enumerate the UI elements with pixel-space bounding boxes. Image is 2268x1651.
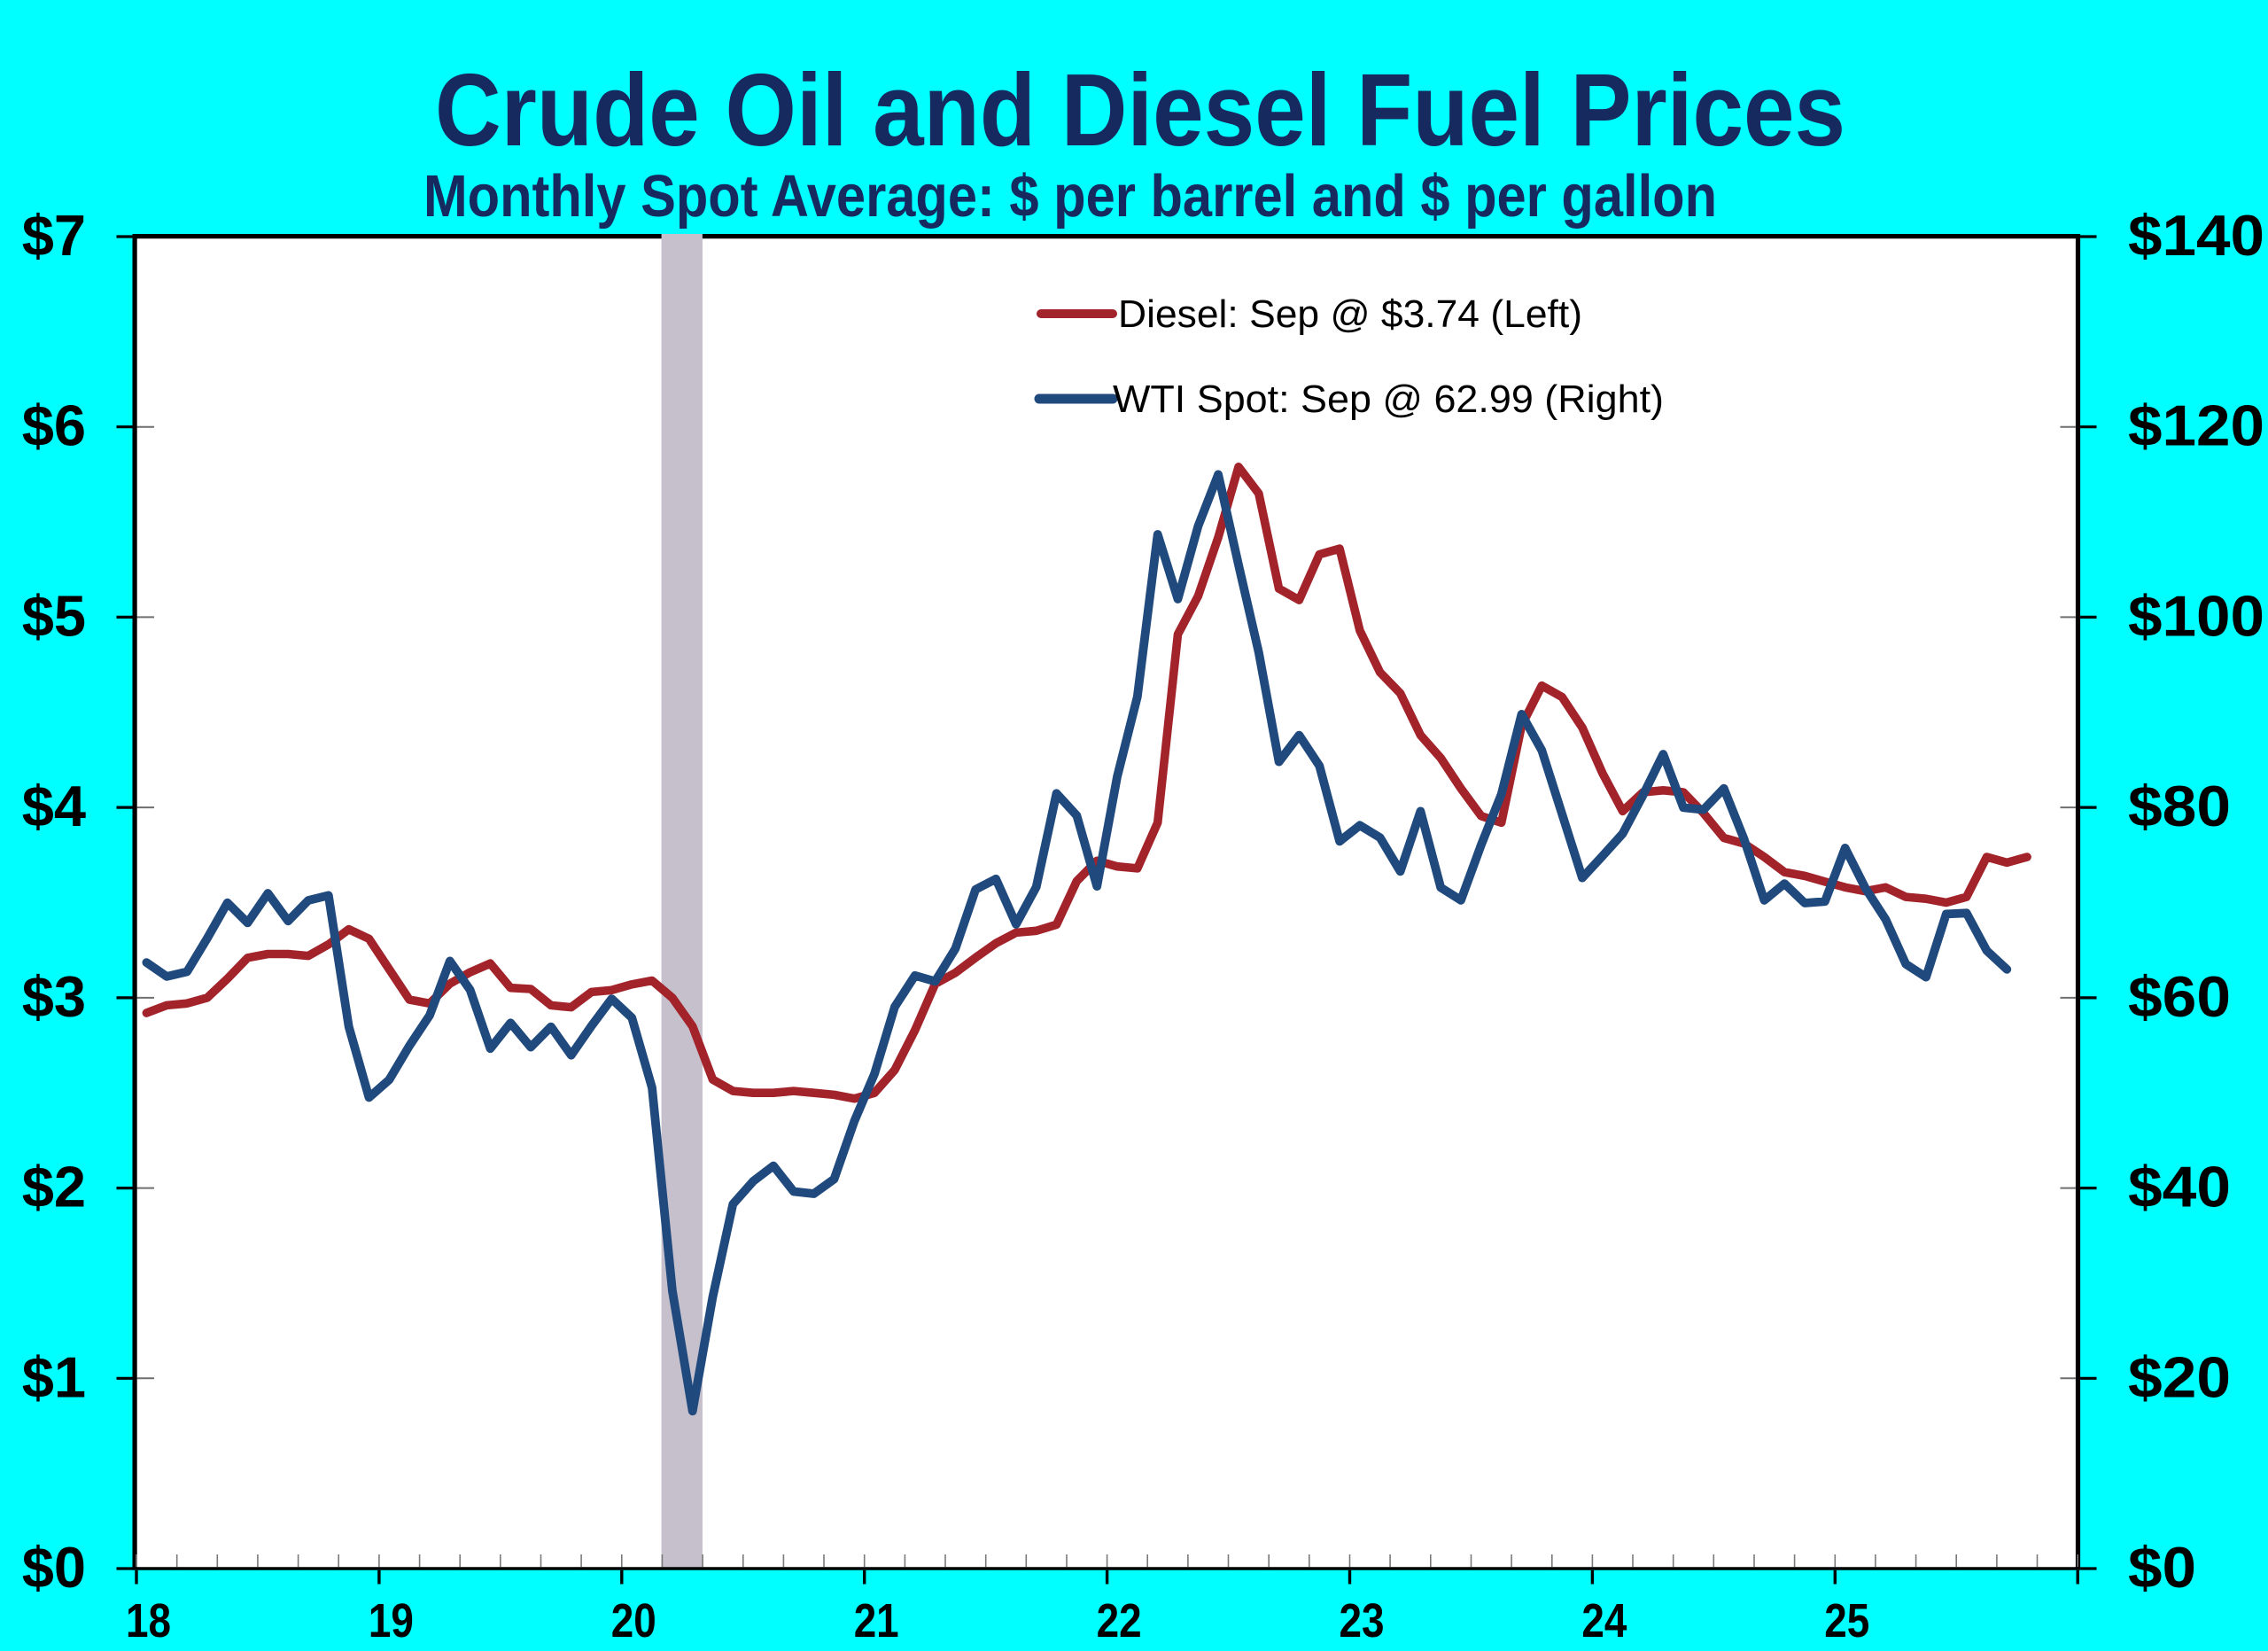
- svg-text:$0: $0: [22, 1535, 86, 1600]
- svg-text:$100: $100: [2128, 583, 2264, 648]
- svg-text:$4: $4: [22, 774, 86, 838]
- svg-text:$140: $140: [2128, 203, 2264, 268]
- svg-text:Crude Oil and Diesel Fuel Pric: Crude Oil and Diesel Fuel Prices: [435, 52, 1845, 167]
- svg-text:$0: $0: [2128, 1535, 2196, 1600]
- svg-text:$60: $60: [2128, 964, 2231, 1029]
- svg-text:Diesel: Sep @ $3.74 (Left): Diesel: Sep @ $3.74 (Left): [1118, 292, 1582, 336]
- svg-text:$80: $80: [2128, 774, 2231, 838]
- svg-text:$2: $2: [22, 1155, 86, 1219]
- svg-text:23: 23: [1340, 1594, 1385, 1647]
- svg-text:WTI Spot: Sep @ 62.99 (Right): WTI Spot: Sep @ 62.99 (Right): [1113, 378, 1664, 421]
- svg-text:$40: $40: [2128, 1155, 2231, 1219]
- svg-text:18: 18: [126, 1594, 171, 1647]
- svg-text:21: 21: [854, 1594, 899, 1647]
- svg-text:19: 19: [369, 1594, 414, 1647]
- svg-text:22: 22: [1097, 1594, 1142, 1647]
- svg-text:$20: $20: [2128, 1344, 2231, 1409]
- svg-text:Monthly Spot Average: $ per ba: Monthly Spot Average: $ per barrel and $…: [423, 163, 1717, 230]
- svg-text:$6: $6: [22, 393, 86, 458]
- svg-text:24: 24: [1581, 1594, 1627, 1647]
- svg-text:$3: $3: [22, 964, 86, 1029]
- svg-text:$5: $5: [22, 583, 86, 648]
- svg-text:$1: $1: [22, 1344, 86, 1409]
- svg-text:25: 25: [1824, 1594, 1869, 1647]
- svg-text:$120: $120: [2128, 393, 2264, 458]
- svg-text:20: 20: [611, 1594, 656, 1647]
- svg-text:$7: $7: [22, 203, 86, 268]
